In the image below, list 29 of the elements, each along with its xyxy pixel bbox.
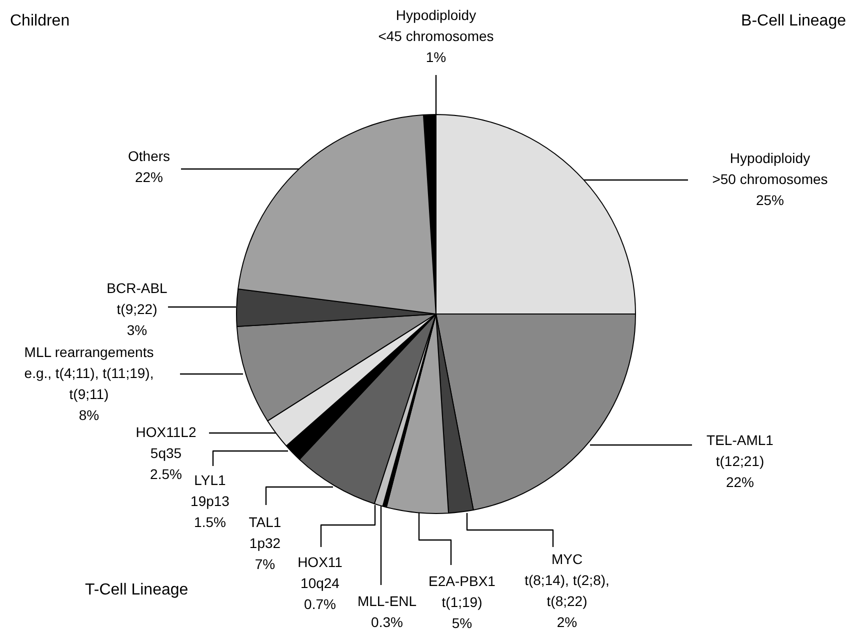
slice-label: MYC t(8;14), t(2;8), t(8;22): [524, 550, 610, 609]
slice-label: MLL-ENL: [357, 592, 417, 609]
text: T-Cell Lineage: [85, 581, 188, 598]
text: B-Cell Lineage: [741, 12, 846, 30]
data-label: 2%: [556, 614, 578, 630]
data-label: 22%: [726, 474, 754, 490]
data-label: 3%: [126, 322, 148, 338]
data-label: 25%: [756, 192, 784, 208]
data-label: 22%: [134, 168, 164, 185]
slice-label: HOX11 10q24: [298, 554, 343, 591]
slice-label: Hypodiploidy >50 chromosomes: [712, 150, 828, 187]
slice-label: HOX11L2 5q35: [136, 424, 196, 461]
data-label: 7%: [254, 556, 276, 572]
data-label: 1.5%: [194, 514, 226, 530]
slice-label: LYL1 19p13: [190, 472, 230, 509]
data-label: 5%: [452, 614, 472, 631]
slice-label: TEL-AML1 t(12;21): [706, 432, 774, 469]
slice-label: BCR-ABL t(9;22): [106, 280, 168, 317]
slice-label: TAL1 1p32: [248, 514, 282, 551]
data-label: 1%: [426, 48, 446, 65]
text: Children: [10, 12, 70, 30]
data-label: 8%: [78, 406, 100, 423]
data-label: 0.7%: [304, 596, 336, 612]
slice-label: E2A-PBX1 t(1;19): [428, 572, 496, 610]
slice-label: Others: [128, 148, 170, 164]
legend-label: MLL rearrangements e.g., t(4;11), t(11;19), t(9;11): [24, 344, 154, 402]
data-label: 0.3%: [371, 614, 403, 630]
data-label: 2.5%: [150, 466, 182, 482]
slice-label: Hypodiploidy <45 chromosomes: [378, 6, 494, 44]
